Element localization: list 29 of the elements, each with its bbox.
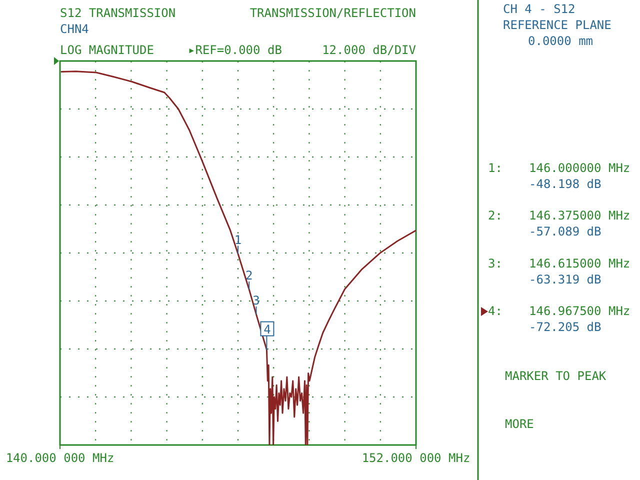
annotation: 2	[246, 268, 253, 282]
text: ▸REF=0.000 dB	[188, 43, 282, 57]
text: -57.089 dB	[529, 224, 602, 239]
text: 12.000 dB/DIV	[322, 43, 416, 57]
chart-title: S12 TRANSMISSION	[60, 6, 176, 20]
text: MORE	[505, 417, 534, 431]
text: 146.967500 MHz	[529, 304, 630, 318]
text: REFERENCE PLANE	[503, 18, 612, 32]
text: -72.205 dB	[529, 320, 602, 334]
chart-subtitle: CHN4	[60, 22, 89, 36]
text: 2:	[488, 208, 502, 223]
text: 1:	[488, 161, 502, 175]
annotation: 4	[264, 322, 271, 336]
annotation: 1	[234, 232, 242, 247]
text: 146.375000 MHz	[529, 208, 630, 223]
text: LOG MAGNITUDE	[60, 43, 154, 57]
text: MARKER TO PEAK	[505, 369, 607, 383]
text: -63.319 dB	[529, 272, 602, 286]
x-tick-label: 152.000 000 MHz	[362, 451, 470, 465]
text: TRANSMISSION/REFLECTION	[250, 6, 416, 20]
annotation: 3	[252, 293, 260, 308]
text: 146.000000 MHz	[529, 161, 630, 175]
text: 0.0000 mm	[528, 34, 594, 48]
text: 4:	[488, 304, 502, 318]
text: CH 4 - S12	[503, 2, 576, 16]
text: 146.615000 MHz	[529, 256, 630, 270]
x-tick-label: 140.000 000 MHz	[6, 451, 114, 465]
text: 3:	[488, 256, 502, 270]
text: -48.198 dB	[529, 177, 602, 191]
